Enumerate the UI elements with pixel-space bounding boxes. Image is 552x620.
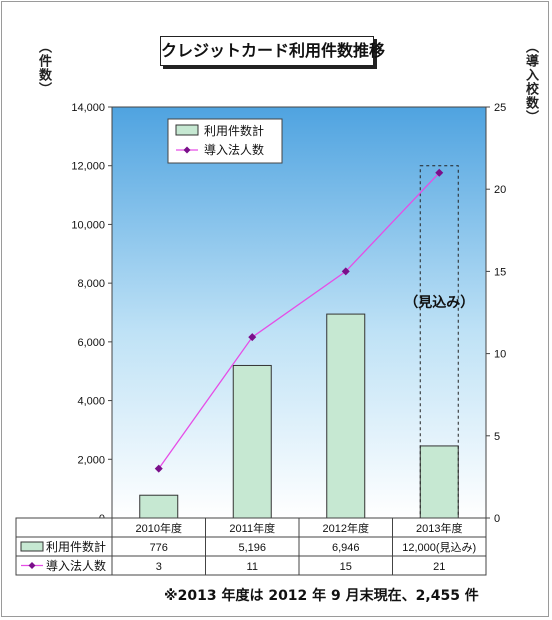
y-axis-left-label: （件数） xyxy=(36,40,51,96)
x-category-label: 2010年度 xyxy=(136,521,182,535)
table-bar-swatch xyxy=(20,541,44,552)
y2-tick-label: 20 xyxy=(494,184,506,196)
y2-tick-label: 15 xyxy=(494,266,506,278)
projection-label: （見込み） xyxy=(404,294,474,311)
table-cell: 11 xyxy=(247,561,258,573)
line-point xyxy=(248,333,257,342)
line-point xyxy=(341,267,350,276)
y-tick-label: 6,000 xyxy=(77,337,105,349)
chart-title: クレジットカード利用件数推移 xyxy=(160,36,385,66)
table-series-name: 導入法人数 xyxy=(46,558,106,573)
y-tick-label: 10,000 xyxy=(71,219,105,231)
table-cell: 12,000(見込み) xyxy=(402,541,476,554)
y-tick-label: 12,000 xyxy=(71,161,105,173)
y-axis-right-label: （導入校数） xyxy=(523,40,538,124)
bar xyxy=(232,364,272,519)
x-category-label: 2012年度 xyxy=(323,521,369,535)
line-point xyxy=(154,464,163,473)
table-series-name: 利用件数計 xyxy=(46,539,106,554)
y-tick-label: 14,000 xyxy=(71,102,105,114)
y2-tick-label: 0 xyxy=(494,513,500,525)
table-cell: 5,196 xyxy=(238,542,266,554)
legend-label: 導入法人数 xyxy=(204,142,264,157)
y2-tick-label: 10 xyxy=(494,349,506,361)
line-series xyxy=(158,172,440,470)
legend-line-marker xyxy=(183,146,191,154)
y-tick-label: 8,000 xyxy=(77,278,105,290)
bar xyxy=(326,313,366,519)
footnote: ※2013 年度は 2012 年 9 月末現在、2,455 件 xyxy=(164,588,479,604)
legend-label: 利用件数計 xyxy=(204,123,264,138)
y2-tick-label: 5 xyxy=(494,431,500,443)
bar xyxy=(419,445,459,519)
y-tick-label: 4,000 xyxy=(77,396,105,408)
table-cell: 776 xyxy=(150,542,168,554)
table-line-marker xyxy=(28,562,36,569)
table-cell: 21 xyxy=(433,561,445,573)
x-category-label: 2013年度 xyxy=(416,521,462,535)
y-tick-label: 2,000 xyxy=(77,454,105,466)
data-table xyxy=(15,517,487,576)
line-point xyxy=(435,168,444,177)
table-cell: 15 xyxy=(340,561,352,573)
legend-bar-swatch xyxy=(175,124,199,136)
x-category-label: 2011年度 xyxy=(229,521,275,535)
table-cell: 6,946 xyxy=(332,542,360,554)
bar xyxy=(139,494,179,519)
table-cell: 3 xyxy=(156,561,162,573)
y2-tick-label: 25 xyxy=(494,102,506,114)
